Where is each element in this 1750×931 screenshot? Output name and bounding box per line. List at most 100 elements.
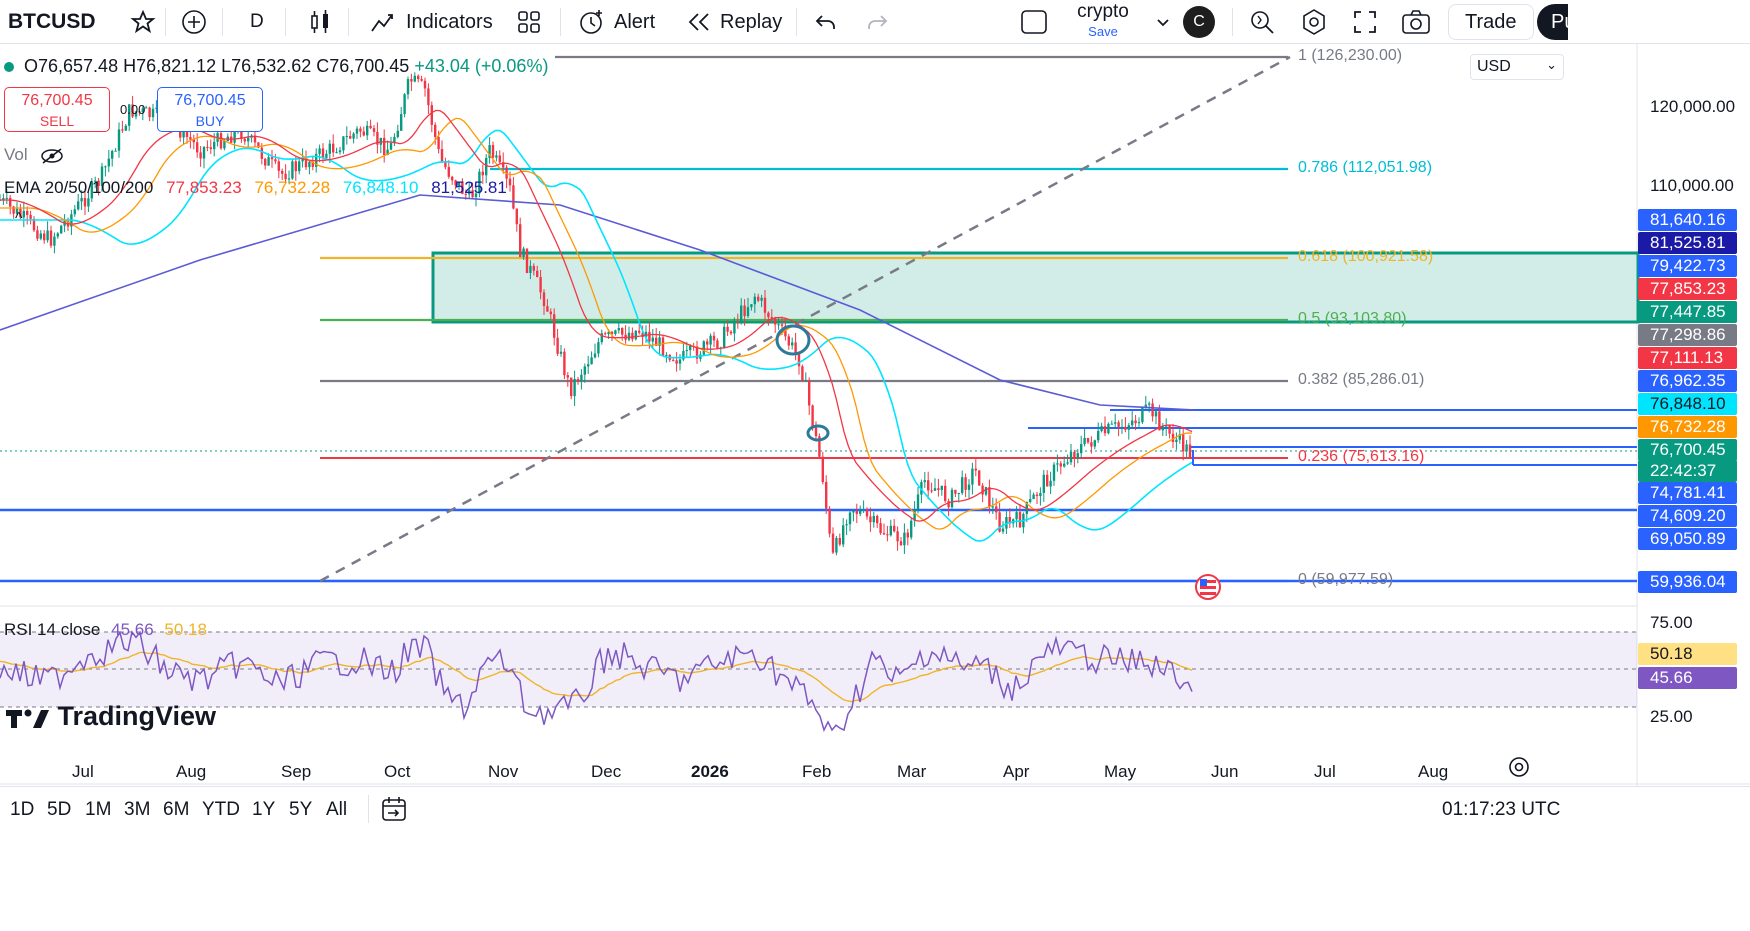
candle-body <box>746 307 750 317</box>
candle-body <box>328 143 331 154</box>
candle-body <box>1110 423 1113 425</box>
timeframe-button[interactable]: 3M <box>124 799 151 820</box>
volume-legend[interactable]: Vol <box>4 145 64 165</box>
price-tag: 77,111.13 <box>1638 347 1737 369</box>
chevron-down-icon[interactable] <box>1154 0 1172 44</box>
indicators-icon <box>371 14 393 32</box>
candle-body <box>757 296 760 301</box>
candle-type-icon[interactable] <box>308 0 332 44</box>
candle-body <box>294 161 297 172</box>
sell-button[interactable]: 76,700.45 SELL <box>4 87 110 132</box>
candle-body <box>1046 474 1049 487</box>
candle-body <box>536 270 539 278</box>
annotation-circle[interactable] <box>775 324 811 356</box>
candle-body <box>274 159 277 162</box>
candle-body <box>406 79 410 95</box>
hide-eye-icon[interactable] <box>40 147 64 164</box>
quick-search-icon[interactable] <box>1248 0 1276 44</box>
price-tag: 77,853.23 <box>1638 278 1737 300</box>
undo-icon[interactable] <box>814 0 838 44</box>
candle-body <box>852 510 855 513</box>
timeframe-button[interactable]: 5D <box>47 799 72 820</box>
candle-body <box>791 342 794 346</box>
ema100-value: 76,848.10 <box>342 178 419 197</box>
candle-body <box>1056 463 1059 465</box>
candle-body <box>532 265 535 271</box>
rsi-legend[interactable]: RSI 14 close 45.66 50.18 <box>4 620 207 640</box>
candle-body <box>464 193 467 195</box>
utc-clock[interactable]: 01:17:23 UTC <box>1442 799 1561 820</box>
fullscreen-icon[interactable] <box>1352 0 1378 44</box>
goto-date-icon[interactable] <box>380 795 408 828</box>
timeframe-button[interactable]: 5Y <box>289 799 313 820</box>
candle-body <box>233 130 236 143</box>
layout-name-button[interactable]: crypto Save <box>1072 0 1134 44</box>
timeframe-button[interactable]: 1M <box>85 799 112 820</box>
timeframe-button[interactable]: All <box>326 799 348 820</box>
supply-zone-box[interactable] <box>431 251 1640 324</box>
candle-body <box>1073 451 1076 458</box>
timeframe-button[interactable]: YTD <box>202 799 240 820</box>
collapse-legend-button[interactable]: ^ <box>15 210 23 227</box>
candle-body <box>1052 464 1056 481</box>
annotation-circle[interactable] <box>806 424 830 442</box>
candle-body <box>913 509 916 521</box>
interval-button[interactable]: D <box>250 11 264 32</box>
alert-clock-icon <box>580 10 602 34</box>
candle-body <box>587 364 590 367</box>
ema50-value: 76,732.28 <box>254 178 331 197</box>
timeframe-button[interactable]: 1Y <box>252 799 276 820</box>
us-flag-event-icon[interactable] <box>1195 574 1221 600</box>
alert-button[interactable]: Alert <box>578 0 655 44</box>
price-change: +43.04 (+0.06%) <box>414 56 549 76</box>
candle-body <box>886 534 889 536</box>
candle-body <box>321 148 325 158</box>
candle-body <box>678 359 682 364</box>
buy-button[interactable]: 76,700.45 BUY <box>157 87 263 132</box>
candle-body <box>937 488 940 490</box>
candle-body <box>155 107 158 109</box>
chart-canvas[interactable] <box>0 44 1750 786</box>
rsi-tick: 75.00 <box>1650 613 1693 632</box>
rsi-ma-value: 50.18 <box>164 620 207 639</box>
candle-body <box>32 218 36 231</box>
indicators-button[interactable]: Indicators <box>370 0 493 44</box>
candle-body <box>430 105 433 125</box>
candle-body <box>825 482 828 509</box>
fib-trendline[interactable] <box>319 55 1291 583</box>
axis-settings-icon[interactable] <box>1506 754 1532 785</box>
symbol-search-button[interactable]: BTCUSD <box>8 10 96 33</box>
indicators-label: Indicators <box>406 10 493 33</box>
publish-button[interactable]: Pu <box>1537 4 1568 40</box>
candle-body <box>689 345 692 351</box>
time-tick: Aug <box>1418 762 1449 781</box>
time-tick: Jul <box>72 762 94 781</box>
currency-select[interactable]: USD ⌄ <box>1470 54 1564 80</box>
snapshot-icon[interactable] <box>1401 0 1431 44</box>
templates-icon[interactable] <box>516 0 542 44</box>
settings-icon[interactable] <box>1300 0 1328 44</box>
redo-icon[interactable] <box>865 0 889 44</box>
ema-legend[interactable]: EMA 20/50/100/200 77,853.23 76,732.28 76… <box>4 178 507 198</box>
candle-body <box>1029 499 1032 503</box>
favorite-icon[interactable] <box>130 0 156 44</box>
candle-body <box>961 477 964 493</box>
layout-select-icon[interactable] <box>1020 0 1048 44</box>
candle-body <box>1171 433 1175 442</box>
candle-body <box>1093 440 1096 447</box>
ohlc-values: O76,657.48 H76,821.12 L76,532.62 C76,700… <box>24 56 410 76</box>
timeframe-button[interactable]: 6M <box>163 799 190 820</box>
tradingview-logo[interactable]: TradingView <box>6 701 216 732</box>
candle-body <box>60 225 63 234</box>
timeframe-button[interactable]: 1D <box>10 799 35 820</box>
trade-button[interactable]: Trade <box>1448 4 1534 40</box>
candle-body <box>121 129 124 131</box>
candle-body <box>451 176 454 181</box>
replay-button[interactable]: Replay <box>686 0 782 44</box>
candle-body <box>903 532 906 546</box>
candle-body <box>899 541 903 546</box>
candle-body <box>389 143 393 150</box>
compare-icon[interactable] <box>180 0 208 44</box>
candle-body <box>675 360 678 364</box>
user-avatar[interactable]: C <box>1183 0 1215 44</box>
